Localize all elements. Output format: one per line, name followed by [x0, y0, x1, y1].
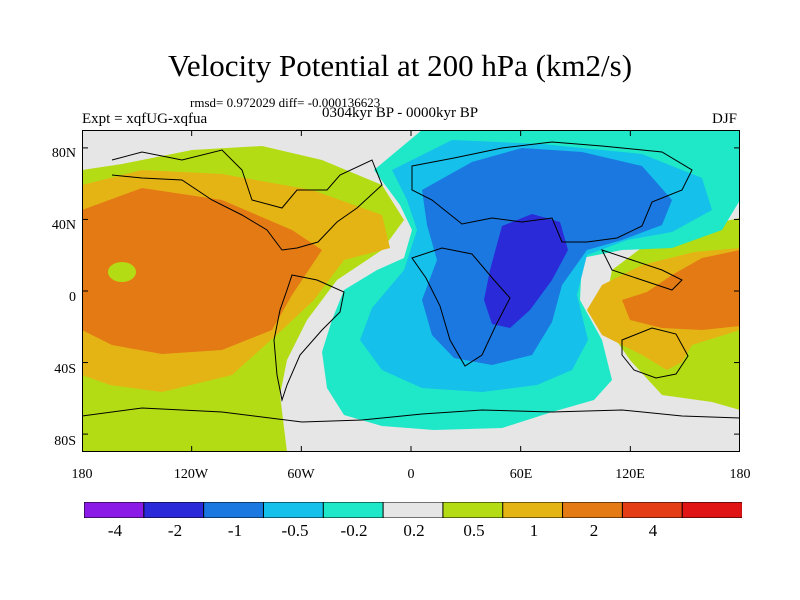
colorbar-label: -2: [167, 521, 183, 540]
contour-1-east: [622, 250, 740, 330]
experiment-label: Expt = xqfUG-xqfua: [82, 111, 208, 127]
colorbar-label: 0.5: [463, 521, 485, 540]
colorbar-label: -0.5: [281, 521, 309, 540]
colorbar-swatch: [262, 502, 325, 518]
plot-title: Velocity Potential at 200 hPa (km2/s): [167, 48, 633, 83]
colorbar-swatch: [84, 502, 145, 518]
contour-0.5-patch: [108, 262, 136, 282]
lon-label-60W: 60W: [287, 467, 315, 482]
colorbar-label: 4: [648, 521, 658, 540]
colorbar-swatch: [502, 502, 564, 518]
colorbar-label: 2: [589, 521, 599, 540]
colorbar-label: -0.2: [340, 521, 368, 540]
stats-label: rmsd= 0.972029 diff= -0.000136623: [190, 95, 381, 110]
colorbar-swatch: [203, 502, 265, 518]
colorbar-swatch: [143, 502, 205, 518]
lat-label-0: 0: [69, 290, 76, 305]
coastlines: [82, 141, 740, 423]
season-label: DJF: [712, 111, 738, 127]
lon-label-180W: 180: [71, 467, 93, 482]
lon-label-60E: 60E: [509, 467, 533, 482]
contour-1-west: [82, 188, 322, 354]
colorbar-label: -4: [107, 521, 123, 540]
lon-label-180E: 180: [729, 467, 751, 482]
lon-label-0: 0: [407, 467, 415, 482]
lon-label-120E: 120E: [615, 467, 645, 482]
colorbar-swatch: [621, 502, 684, 518]
period-label: 0304kyr BP - 0000kyr BP: [322, 105, 479, 121]
colorbar-swatch: [681, 502, 742, 518]
lat-label-40N: 40N: [51, 218, 76, 233]
colorbar-label: 0.2: [403, 521, 425, 540]
colorbar-swatch: [562, 502, 624, 518]
colorbar-label: 1: [529, 521, 539, 540]
colorbar-swatch: [382, 502, 444, 518]
colorbar-label: -1: [227, 521, 243, 540]
lon-label-120W: 120W: [173, 467, 209, 482]
colorbar-swatch: [322, 502, 384, 518]
colorbar: [84, 502, 742, 518]
colorbar-swatch: [442, 502, 504, 518]
velocity-potential-map: [82, 130, 740, 452]
contour-neg-2: [484, 214, 568, 328]
lat-label-80N: 80N: [51, 146, 76, 161]
lat-label-40S: 40S: [54, 362, 76, 377]
lat-label-80S: 80S: [54, 434, 76, 449]
